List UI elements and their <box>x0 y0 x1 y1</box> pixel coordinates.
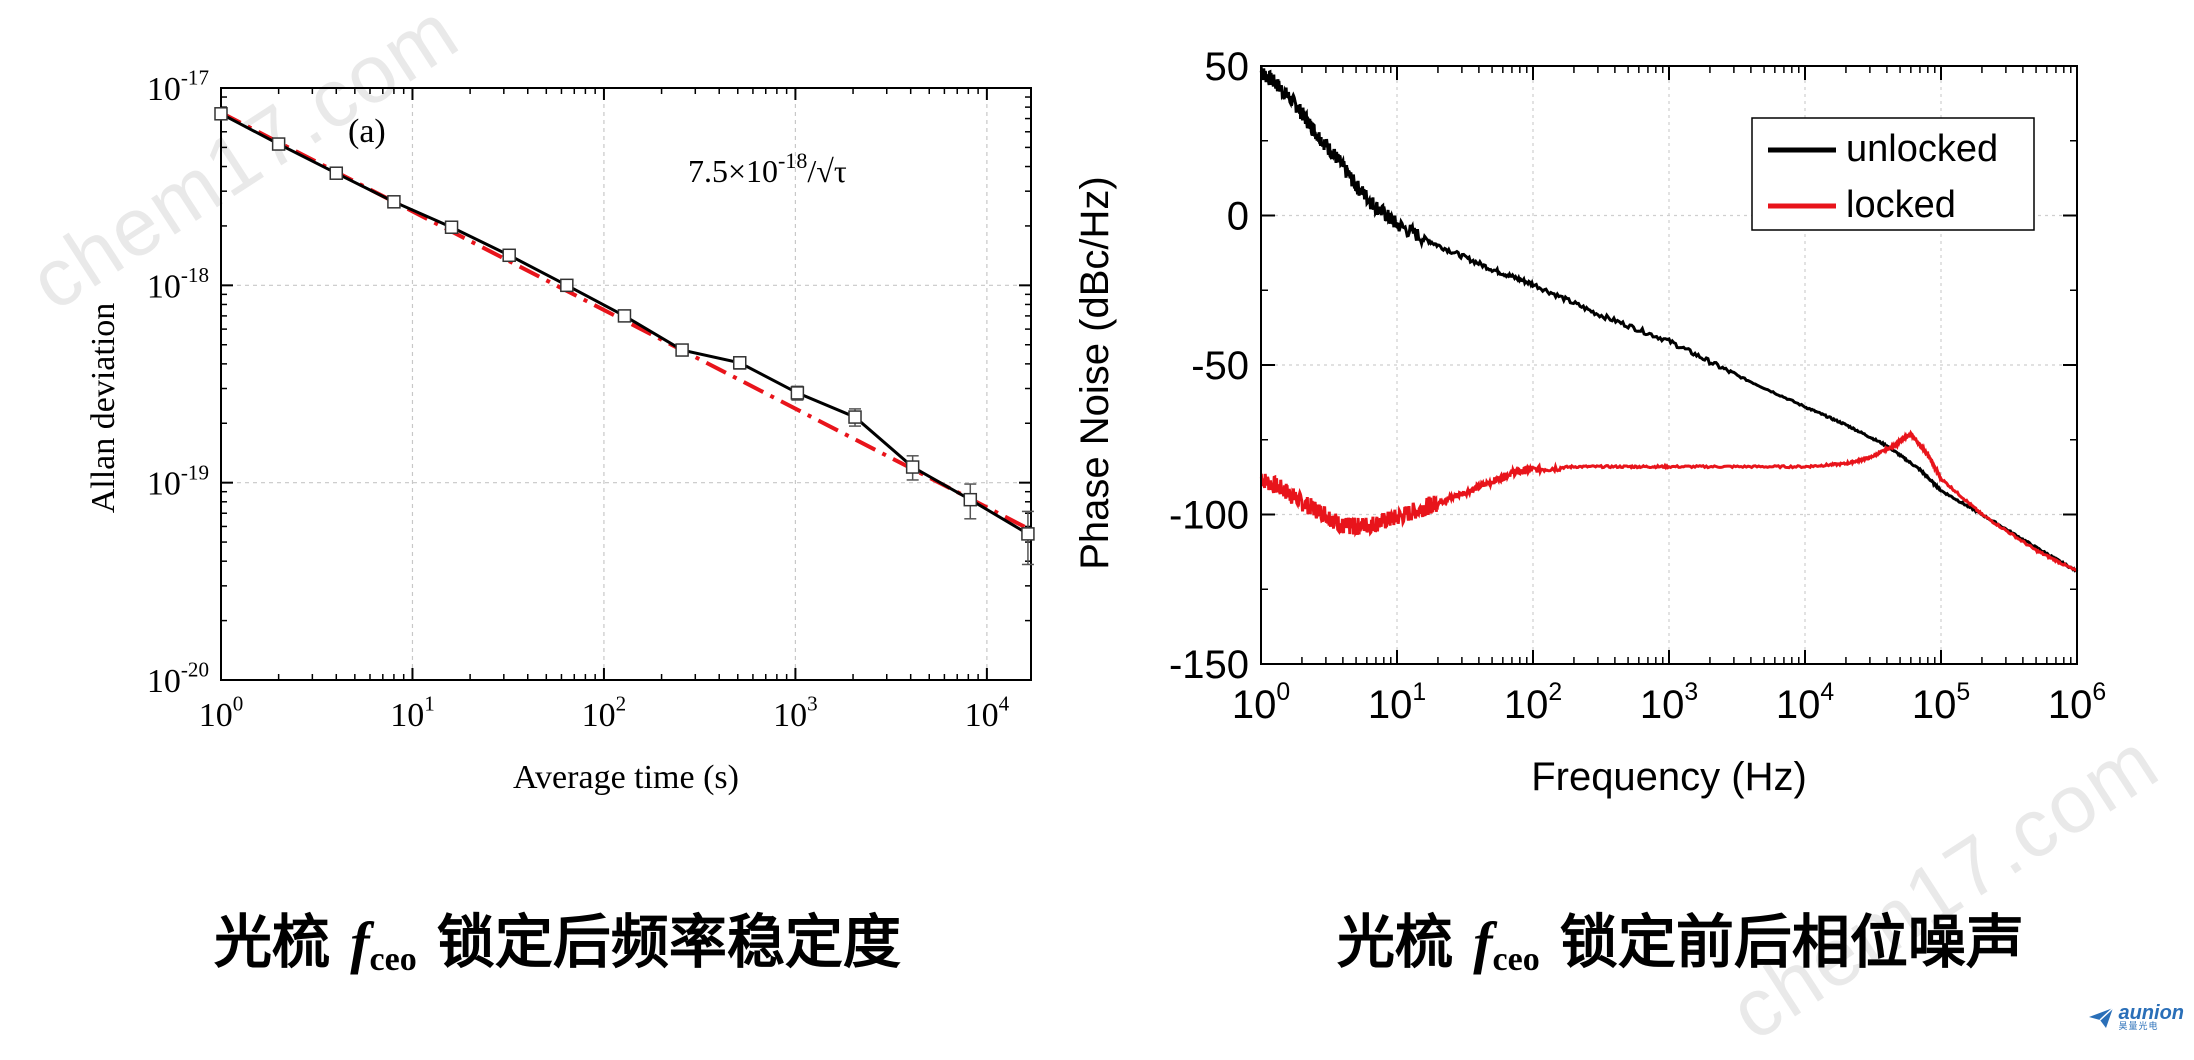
phase-x-tick-label: 100 <box>1232 679 1290 727</box>
legend-label-unlocked: unlocked <box>1846 128 1998 170</box>
phase-x-tick-label: 103 <box>1640 679 1698 727</box>
phase-y-tick-label: 0 <box>1227 195 1249 239</box>
phase-tick-labels: 100 101 102 103 104 105 106 50 0 -50 -100 -150 <box>1169 45 2106 727</box>
allan-fit-annotation: 7.5×10-18/√τ <box>688 148 847 189</box>
locked-series-line <box>1259 429 2079 573</box>
allan-data-point <box>329 166 344 180</box>
allan-tick-labels: 100 101 102 103 104 10-20 10-19 10-18 10-17 <box>147 66 1010 734</box>
phase-y-tick-label: -50 <box>1191 344 1249 388</box>
allan-plot-frame <box>220 87 1032 681</box>
phase-x-tick-label: 101 <box>1368 679 1426 727</box>
caption-right: 光梳 fceo 锁定前后相位噪声 <box>1337 895 2024 979</box>
allan-data-point <box>905 460 920 474</box>
allan-data-point <box>444 220 459 234</box>
caption-left: 光梳 fceo 锁定后频率稳定度 <box>214 895 901 979</box>
allan-data-point <box>271 137 286 151</box>
allan-data-point <box>963 492 978 507</box>
allan-data-point <box>732 356 747 370</box>
allan-y-tick-label: 10-18 <box>147 263 209 305</box>
phase-y-axis-label: Phase Noise (dBc/Hz) <box>1074 176 1117 569</box>
allan-data-point <box>1021 527 1035 541</box>
caption-right-f: f <box>1473 910 1493 975</box>
logo-main-text: aunion <box>2118 1002 2184 1024</box>
phase-legend: unlocked locked <box>1751 117 2035 231</box>
allan-x-tick-label: 101 <box>390 692 435 734</box>
phase-ticks <box>1260 65 2078 665</box>
allan-data-point <box>790 386 805 400</box>
phase-x-axis-label: Frequency (Hz) <box>1531 755 1807 799</box>
allan-data-point <box>214 107 228 121</box>
allan-y-axis-label: Allan deviation <box>85 303 122 514</box>
phase-data-layer <box>1259 65 2079 573</box>
allan-x-tick-label: 104 <box>965 692 1010 734</box>
allan-data-point <box>617 309 632 323</box>
phase-y-tick-label: 50 <box>1205 45 1250 89</box>
caption-left-f: f <box>350 910 370 975</box>
allan-y-tick-label: 10-20 <box>147 658 209 700</box>
unlocked-series-line <box>1259 65 2079 573</box>
allan-data-point <box>675 343 689 357</box>
caption-left-post: 锁定后频率稳定度 <box>416 908 901 976</box>
allan-x-tick-label: 103 <box>773 692 818 734</box>
phase-y-tick-label: -100 <box>1169 494 1249 538</box>
allan-panel-label: (a) <box>348 113 386 150</box>
caption-right-pre: 光梳 <box>1337 908 1474 976</box>
allan-data-point <box>387 195 401 209</box>
allan-y-tick-label: 10-19 <box>147 460 209 502</box>
caption-left-sub: ceo <box>369 941 417 978</box>
phase-x-tick-label: 105 <box>1912 679 1970 727</box>
phase-x-tick-label: 104 <box>1776 679 1835 727</box>
legend-box <box>1751 117 2035 231</box>
phase-x-tick-label: 106 <box>2048 679 2106 727</box>
allan-data-point <box>560 278 574 293</box>
aunion-logo: aunion 昊量光电 <box>2088 1003 2184 1032</box>
caption-right-post: 锁定前后相位噪声 <box>1539 908 2024 976</box>
allan-x-tick-label: 102 <box>582 692 627 734</box>
allan-ticks <box>220 87 1031 681</box>
allan-grid <box>221 88 1031 680</box>
phase-x-tick-label: 102 <box>1504 679 1562 727</box>
logo-sub-text: 昊量光电 <box>2118 1022 2159 1032</box>
allan-data-layer <box>214 107 1035 566</box>
allan-x-axis-label: Average time (s) <box>513 759 739 796</box>
allan-data-point <box>848 410 862 424</box>
allan-data-point <box>502 248 516 263</box>
caption-left-pre: 光梳 <box>214 908 351 976</box>
phase-noise-chart: 100 101 102 103 104 105 106 50 0 -50 -100 -150 unlo… <box>1074 45 2106 799</box>
phase-y-tick-label: -150 <box>1169 643 1249 687</box>
paper-plane-icon <box>2089 1006 2114 1028</box>
allan-y-tick-label: 10-17 <box>147 66 209 108</box>
allan-x-tick-label: 100 <box>199 692 244 734</box>
caption-right-sub: ceo <box>1492 941 1540 978</box>
legend-label-locked: locked <box>1846 184 1956 226</box>
